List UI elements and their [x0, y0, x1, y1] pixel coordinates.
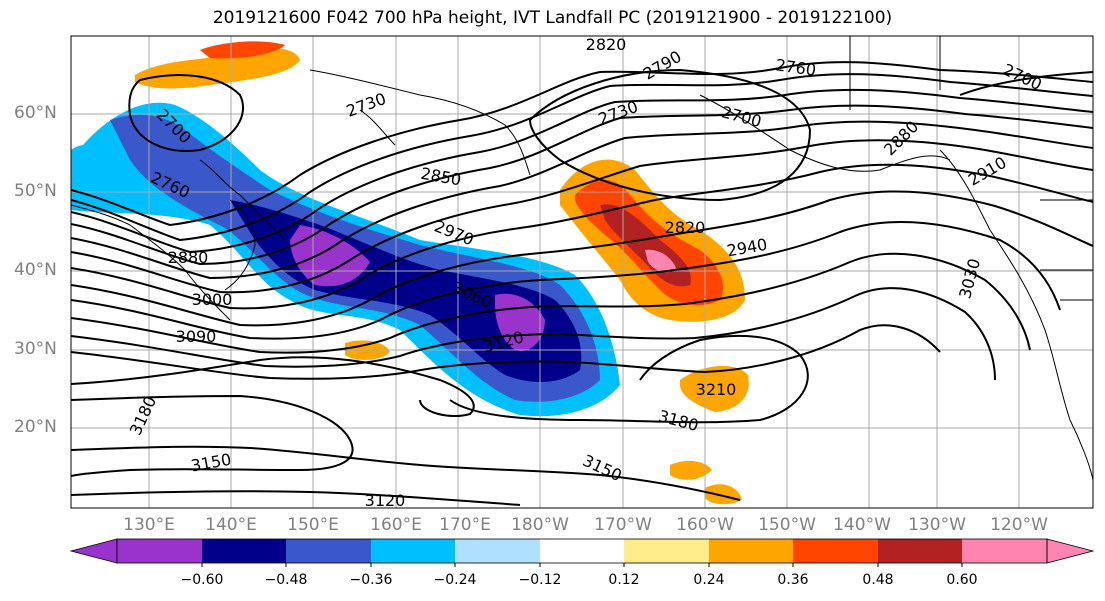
colorbar-tick-label: 0.12	[608, 572, 640, 588]
contour-label: 2820	[665, 218, 706, 237]
colorbar-tick-label: −0.24	[433, 572, 477, 588]
lon-label: 130°W	[908, 515, 966, 535]
contour-label: 2820	[586, 35, 627, 54]
colorbar-tick-label: 0.24	[693, 572, 725, 588]
colorbar-bin	[793, 539, 878, 563]
lon-label: 180°W	[511, 515, 569, 535]
colorbar-bin	[286, 539, 371, 563]
lon-label: 140°E	[205, 515, 257, 535]
lat-label: 40°N	[14, 260, 57, 280]
lon-label: 150°E	[287, 515, 339, 535]
colorbar-bin	[709, 539, 793, 563]
colorbar-tick-label: 0.48	[862, 572, 894, 588]
lat-label: 50°N	[14, 181, 57, 201]
plot-title: 2019121600 F042 700 hPa height, IVT Land…	[212, 8, 893, 28]
colorbar-tick-label: −0.12	[518, 572, 562, 588]
lat-label: 20°N	[14, 417, 57, 437]
colorbar-bin	[540, 539, 624, 563]
lon-label: 130°E	[123, 515, 175, 535]
contour-label: 3210	[696, 380, 737, 399]
colorbar-bin	[624, 539, 709, 563]
lon-label: 160°W	[676, 515, 734, 535]
colorbar-tick-label: −0.36	[349, 572, 393, 588]
colorbar-tick-label: −0.48	[264, 572, 308, 588]
lat-label: 30°N	[14, 339, 57, 359]
lat-label: 60°N	[14, 103, 57, 123]
lon-label: 140°W	[833, 515, 891, 535]
lon-label: 170°W	[594, 515, 652, 535]
colorbar-bin	[878, 539, 962, 563]
lon-label: 160°E	[370, 515, 422, 535]
lon-label: 120°W	[990, 515, 1048, 535]
ivt-positive-shading	[135, 41, 749, 505]
colorbar-bin	[371, 539, 455, 563]
contour-label: 3000	[192, 290, 233, 309]
height-contours	[71, 61, 1093, 506]
colorbar-tick-label: 0.60	[946, 572, 978, 588]
map-frame	[70, 35, 1094, 509]
colorbar-tick-label: 0.36	[777, 572, 809, 588]
lon-label: 150°W	[758, 515, 816, 535]
colorbar-upper-extension	[1046, 538, 1095, 564]
colorbar-frame	[116, 538, 1048, 564]
colorbar-lower-extension	[69, 538, 118, 564]
lon-label: 170°E	[439, 515, 491, 535]
contour-label: 3120	[365, 491, 406, 510]
colorbar-bin	[117, 539, 202, 563]
colorbar-bin	[455, 539, 540, 563]
map-panel: 2820 2790 2760 2700 2730 2700 2730 2700 …	[71, 35, 1093, 510]
contour-label: 2880	[168, 248, 209, 267]
colorbar-bin	[202, 539, 286, 563]
contour-label: 3090	[176, 327, 217, 346]
colorbar	[69, 538, 1095, 567]
colorbar-bin	[962, 539, 1047, 563]
colorbar-tick-label: −0.60	[180, 572, 224, 588]
